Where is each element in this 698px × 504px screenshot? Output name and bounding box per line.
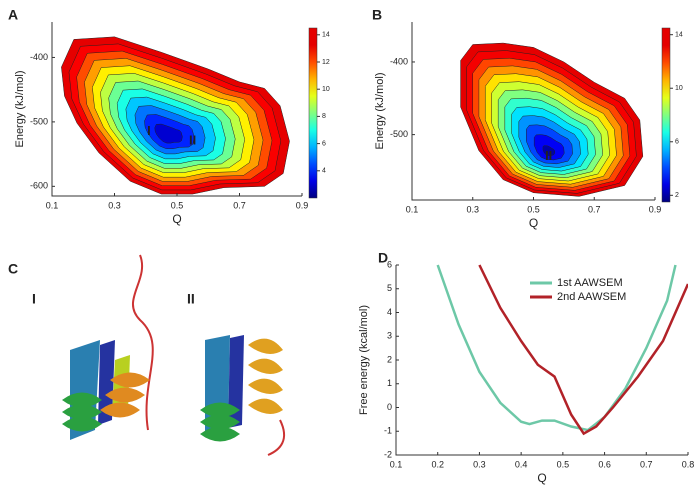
colorbar-tick-label: 2 [675,192,679,199]
y-tick-label: -2 [384,449,392,459]
protein-illustration: C I II [8,254,286,456]
y-tick-label: 3 [387,331,392,341]
x-tick-label: 0.7 [233,200,246,210]
x-tick-label: 0.4 [515,459,528,469]
x-tick-label: 0.5 [557,459,570,469]
colorbar-tick-label: 6 [675,139,679,146]
legend-label: 2nd AAWSEM [557,291,626,303]
x-axis-label: Q [172,212,181,226]
colorbar-tick-label: 10 [322,86,330,93]
x-tick-label: 0.5 [171,200,184,210]
contour-band [542,145,556,156]
y-axis-label: Energy (kJ/mol) [374,72,386,149]
x-tick-label: 0.8 [682,459,695,469]
x-tick-label: 0.3 [108,200,121,210]
axis [395,265,688,456]
y-axis-label: Free energy (kcal/mol) [358,305,370,415]
colorbar-tick-label: 4 [322,168,326,175]
legend-label: 1st AAWSEM [557,277,623,289]
x-axis-label: Q [529,216,538,230]
x-tick-label: 0.1 [406,204,419,214]
colorbar [661,27,671,203]
panel-label: A [8,7,18,23]
x-tick-label: 0.9 [649,204,662,214]
y-tick-label: -600 [30,181,48,191]
x-tick-label: 0.5 [527,204,540,214]
y-tick-label: 1 [387,378,392,388]
colorbar-tick-label: 14 [322,32,330,39]
x-tick-label: 0.1 [390,459,403,469]
y-tick-label: -1 [384,426,392,436]
colorbar-tick-label: 12 [322,59,330,66]
line [478,264,688,436]
basin-label: II [189,133,196,148]
y-tick-label: 2 [387,354,392,364]
state-label: II [187,291,195,307]
colorbar [308,27,318,199]
x-tick-label: 0.3 [473,459,486,469]
y-tick-label: -500 [390,129,408,139]
x-tick-label: 0.6 [598,459,611,469]
y-tick-label: -400 [390,56,408,66]
x-axis-label: Q [537,471,546,485]
colorbar-tick-label: 8 [322,113,326,120]
y-tick-label: -500 [30,116,48,126]
basin-label: II [545,148,552,163]
y-tick-label: -400 [30,52,48,62]
y-tick-label: 0 [387,402,392,412]
contour-band [154,123,183,144]
x-tick-label: 0.7 [640,459,653,469]
colorbar-tick-label: 6 [322,140,326,147]
x-tick-label: 0.9 [296,200,309,210]
y-tick-label: 4 [387,307,392,317]
panel-label: D [378,250,388,266]
panel-label: B [372,7,382,23]
colorbar-tick-label: 10 [675,85,683,92]
x-tick-label: 0.3 [466,204,479,214]
basin-label: I [147,123,151,138]
y-axis-label: Energy (kJ/mol) [14,70,26,147]
contour-layer [61,36,290,195]
line [436,264,677,432]
x-tick-label: 0.1 [46,200,59,210]
panel-label: C [8,261,18,277]
y-tick-label: 6 [387,259,392,269]
x-tick-label: 0.7 [588,204,601,214]
x-tick-label: 0.2 [431,459,444,469]
colorbar-tick-label: 14 [675,32,683,39]
state-label: I [32,291,36,307]
contour-layer [460,42,644,197]
y-tick-label: 5 [387,283,392,293]
